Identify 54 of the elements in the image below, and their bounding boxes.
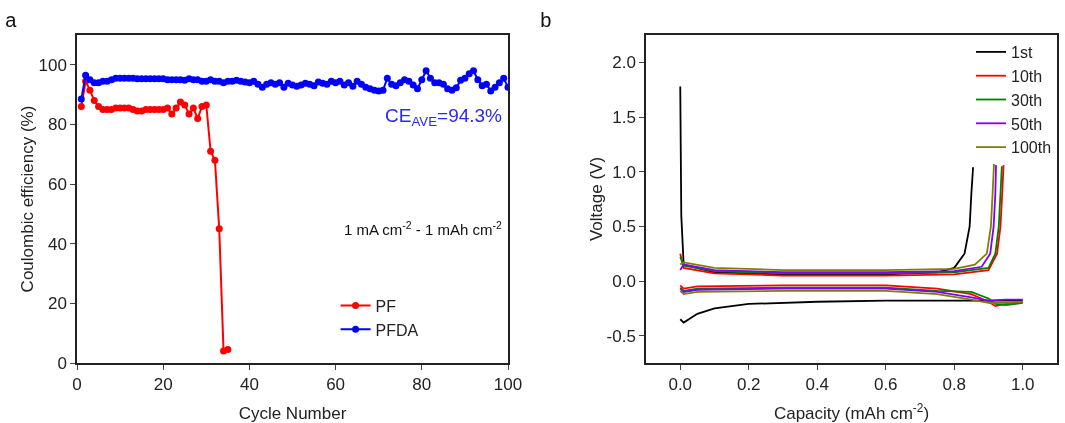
y-tick-label: 1.5 bbox=[612, 107, 636, 127]
y-tick-label: 80 bbox=[47, 115, 67, 135]
x-tick-label: 0 bbox=[72, 375, 82, 395]
legend-label: 10th bbox=[1011, 67, 1043, 85]
y-tick-label: -0.5 bbox=[606, 326, 636, 346]
chart-title: b bbox=[540, 8, 552, 31]
x-tick-label: 20 bbox=[153, 375, 173, 395]
x-tick-label: 0.0 bbox=[668, 375, 693, 395]
point bbox=[202, 101, 210, 109]
annotation: 1 mA cm$^{-2}$ - 1 mAh cm$^{-2}$ bbox=[344, 219, 503, 239]
x-tick-label: 1.0 bbox=[1010, 375, 1035, 395]
x-axis-title: Capacity (mAh cm$^{-2}$) bbox=[773, 400, 930, 423]
y-tick-label: 0 bbox=[57, 353, 67, 373]
y-axis-title: Coulombic efficiency (%) bbox=[17, 105, 37, 293]
x-axis-title: Cycle Number bbox=[238, 404, 347, 423]
x-tick-label: 60 bbox=[326, 375, 346, 395]
x-tick-label: 0.2 bbox=[736, 375, 761, 395]
x-tick-label: 0.4 bbox=[805, 375, 830, 395]
point bbox=[181, 101, 189, 109]
x-tick-label: 100 bbox=[493, 375, 523, 395]
legend-label: 30th bbox=[1011, 91, 1043, 109]
legend-label: 50th bbox=[1011, 115, 1043, 133]
point bbox=[77, 103, 85, 111]
point bbox=[224, 346, 232, 354]
y-tick-label: 40 bbox=[47, 234, 67, 254]
chart-title: a bbox=[5, 8, 18, 31]
y-tick-label: 60 bbox=[47, 175, 67, 195]
point bbox=[185, 110, 193, 118]
legend-label: PFDA bbox=[375, 321, 419, 339]
y-tick-label: 20 bbox=[47, 294, 67, 314]
x-tick-label: 0.8 bbox=[942, 375, 967, 395]
y-tick-label: 100 bbox=[38, 55, 67, 75]
point bbox=[86, 86, 94, 94]
point bbox=[172, 104, 180, 112]
y-tick-label: 0.0 bbox=[612, 271, 636, 291]
point bbox=[211, 156, 219, 164]
point bbox=[164, 104, 172, 112]
legend-label: PF bbox=[375, 297, 397, 315]
x-tick-label: 0.6 bbox=[873, 375, 898, 395]
x-tick-label: 40 bbox=[239, 375, 259, 395]
legend-label: 1st bbox=[1011, 44, 1033, 62]
annotation: CE$_{AVE}$=94.3% bbox=[385, 105, 503, 129]
point bbox=[194, 114, 202, 122]
y-tick-label: 0.5 bbox=[612, 217, 636, 237]
point bbox=[215, 225, 223, 233]
x-tick-label: 80 bbox=[412, 375, 432, 395]
y-tick-label: 2.0 bbox=[612, 53, 636, 73]
point bbox=[168, 110, 176, 118]
y-axis-title: Voltage (V) bbox=[586, 156, 606, 242]
legend-label: 100th bbox=[1011, 139, 1052, 157]
point bbox=[189, 104, 197, 112]
point bbox=[207, 147, 215, 155]
point bbox=[90, 97, 98, 105]
y-tick-label: 1.0 bbox=[612, 162, 636, 182]
